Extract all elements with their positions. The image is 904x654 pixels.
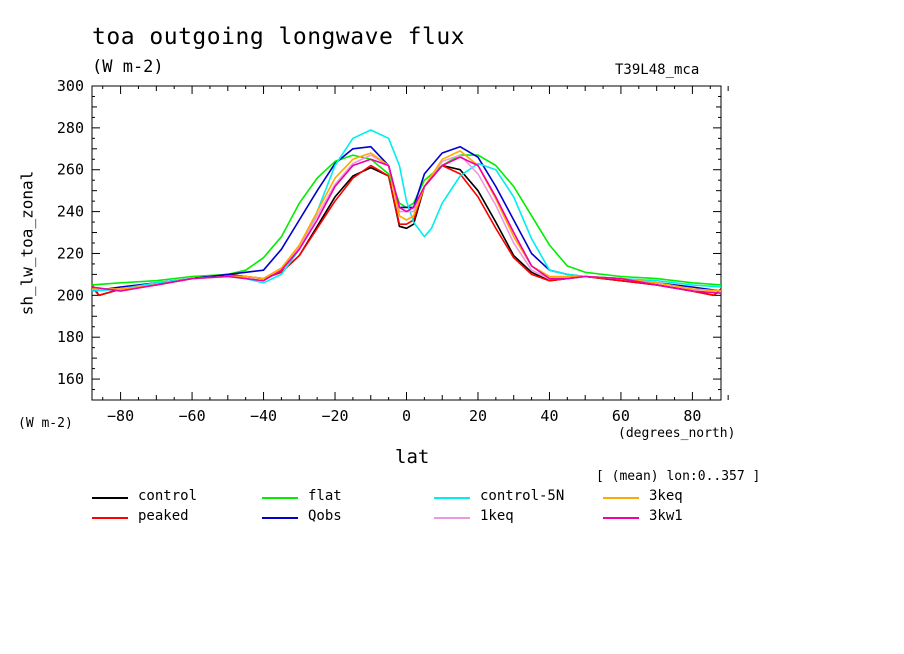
x-tick-label: 20: [469, 407, 487, 425]
y-tick-label: 300: [57, 77, 84, 95]
series-line-control-5n: [91, 129, 722, 292]
x-tick-label: −20: [321, 407, 348, 425]
series-line-control: [91, 164, 722, 297]
y-tick-label: 200: [57, 286, 84, 304]
y-tick-label: 180: [57, 328, 84, 346]
x-tick-label: −40: [250, 407, 277, 425]
legend-swatch: [92, 497, 128, 499]
legend-label: 1keq: [480, 508, 514, 524]
legend-swatch: [434, 517, 470, 519]
legend-label: flat: [308, 488, 342, 504]
y-tick-label: 260: [57, 161, 84, 179]
y-tick-label: 160: [57, 370, 84, 388]
legend-swatch: [262, 497, 298, 499]
x-tick-label: 60: [612, 407, 630, 425]
series-line-qobs: [91, 145, 722, 292]
y-axis-units: (W m-2): [18, 416, 73, 431]
legend-label: peaked: [138, 508, 189, 524]
x-tick-label: −80: [107, 407, 134, 425]
x-tick-label: 40: [540, 407, 558, 425]
series-line-peaked: [91, 164, 722, 297]
legend-swatch: [262, 517, 298, 519]
x-axis-units: (degrees_north): [618, 426, 736, 441]
x-tick-label: −60: [179, 407, 206, 425]
y-tick-label: 240: [57, 203, 84, 221]
plot-frame: [91, 85, 722, 401]
x-tick-label: 0: [402, 407, 411, 425]
series-line-3keq: [92, 150, 722, 292]
chart-units: (W m-2): [92, 57, 164, 77]
legend-swatch: [92, 517, 128, 519]
x-axis-label: lat: [395, 446, 430, 468]
y-tick-label: 220: [57, 244, 84, 262]
legend-swatch: [603, 497, 639, 499]
legend-label: control-5N: [480, 488, 565, 504]
legend-label: 3keq: [649, 488, 683, 504]
model-label: T39L48_mca: [615, 62, 700, 78]
legend-swatch: [434, 497, 470, 499]
y-tick-label: 280: [57, 119, 84, 137]
series-line-3kw1: [91, 156, 722, 294]
x-tick-label: 80: [683, 407, 701, 425]
legend-label: 3kw1: [649, 508, 683, 524]
legend-swatch: [603, 517, 639, 519]
subset-label: [ (mean) lon:0..357 ]: [596, 469, 761, 484]
legend-label: Qobs: [308, 508, 342, 524]
series-line-1keq: [92, 154, 722, 292]
legend-label: control: [138, 488, 198, 504]
chart-title: toa outgoing longwave flux: [92, 24, 466, 50]
